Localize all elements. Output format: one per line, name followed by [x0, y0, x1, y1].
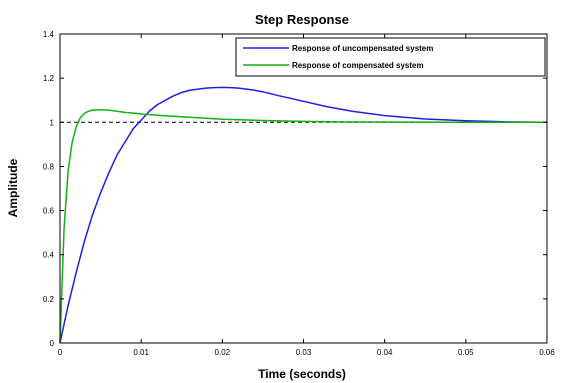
y-tick-label: 1.2	[43, 74, 55, 83]
legend: Response of uncompensated system Respons…	[235, 37, 546, 77]
x-tick-label: 0.01	[133, 348, 149, 357]
legend-label-uncompensated: Response of uncompensated system	[292, 44, 433, 53]
y-axis-label: Amplitude	[6, 158, 20, 217]
x-tick-label: 0	[58, 348, 63, 357]
x-tick-label: 0.06	[539, 348, 555, 357]
y-tick-label: 0	[50, 339, 55, 348]
y-tick-label: 0.8	[43, 162, 55, 171]
y-tick-label: 0.2	[43, 295, 55, 304]
x-axis-label: Time (seconds)	[258, 367, 346, 381]
y-tick-label: 1	[50, 118, 55, 127]
series-line-1	[59, 108, 547, 344]
series-line-0	[59, 86, 548, 344]
legend-box	[235, 37, 546, 77]
x-tick-label: 0.02	[215, 348, 231, 357]
y-tick-label: 0.6	[43, 207, 55, 216]
chart-title: Step Response	[255, 12, 349, 27]
y-tick-label: 0.4	[43, 251, 55, 260]
x-tick-label: 0.04	[377, 348, 393, 357]
x-tick-label: 0.03	[296, 348, 312, 357]
x-tick-label: 0.05	[458, 348, 474, 357]
y-tick-label: 1.4	[43, 30, 55, 39]
legend-label-compensated: Response of compensated system	[292, 61, 424, 70]
